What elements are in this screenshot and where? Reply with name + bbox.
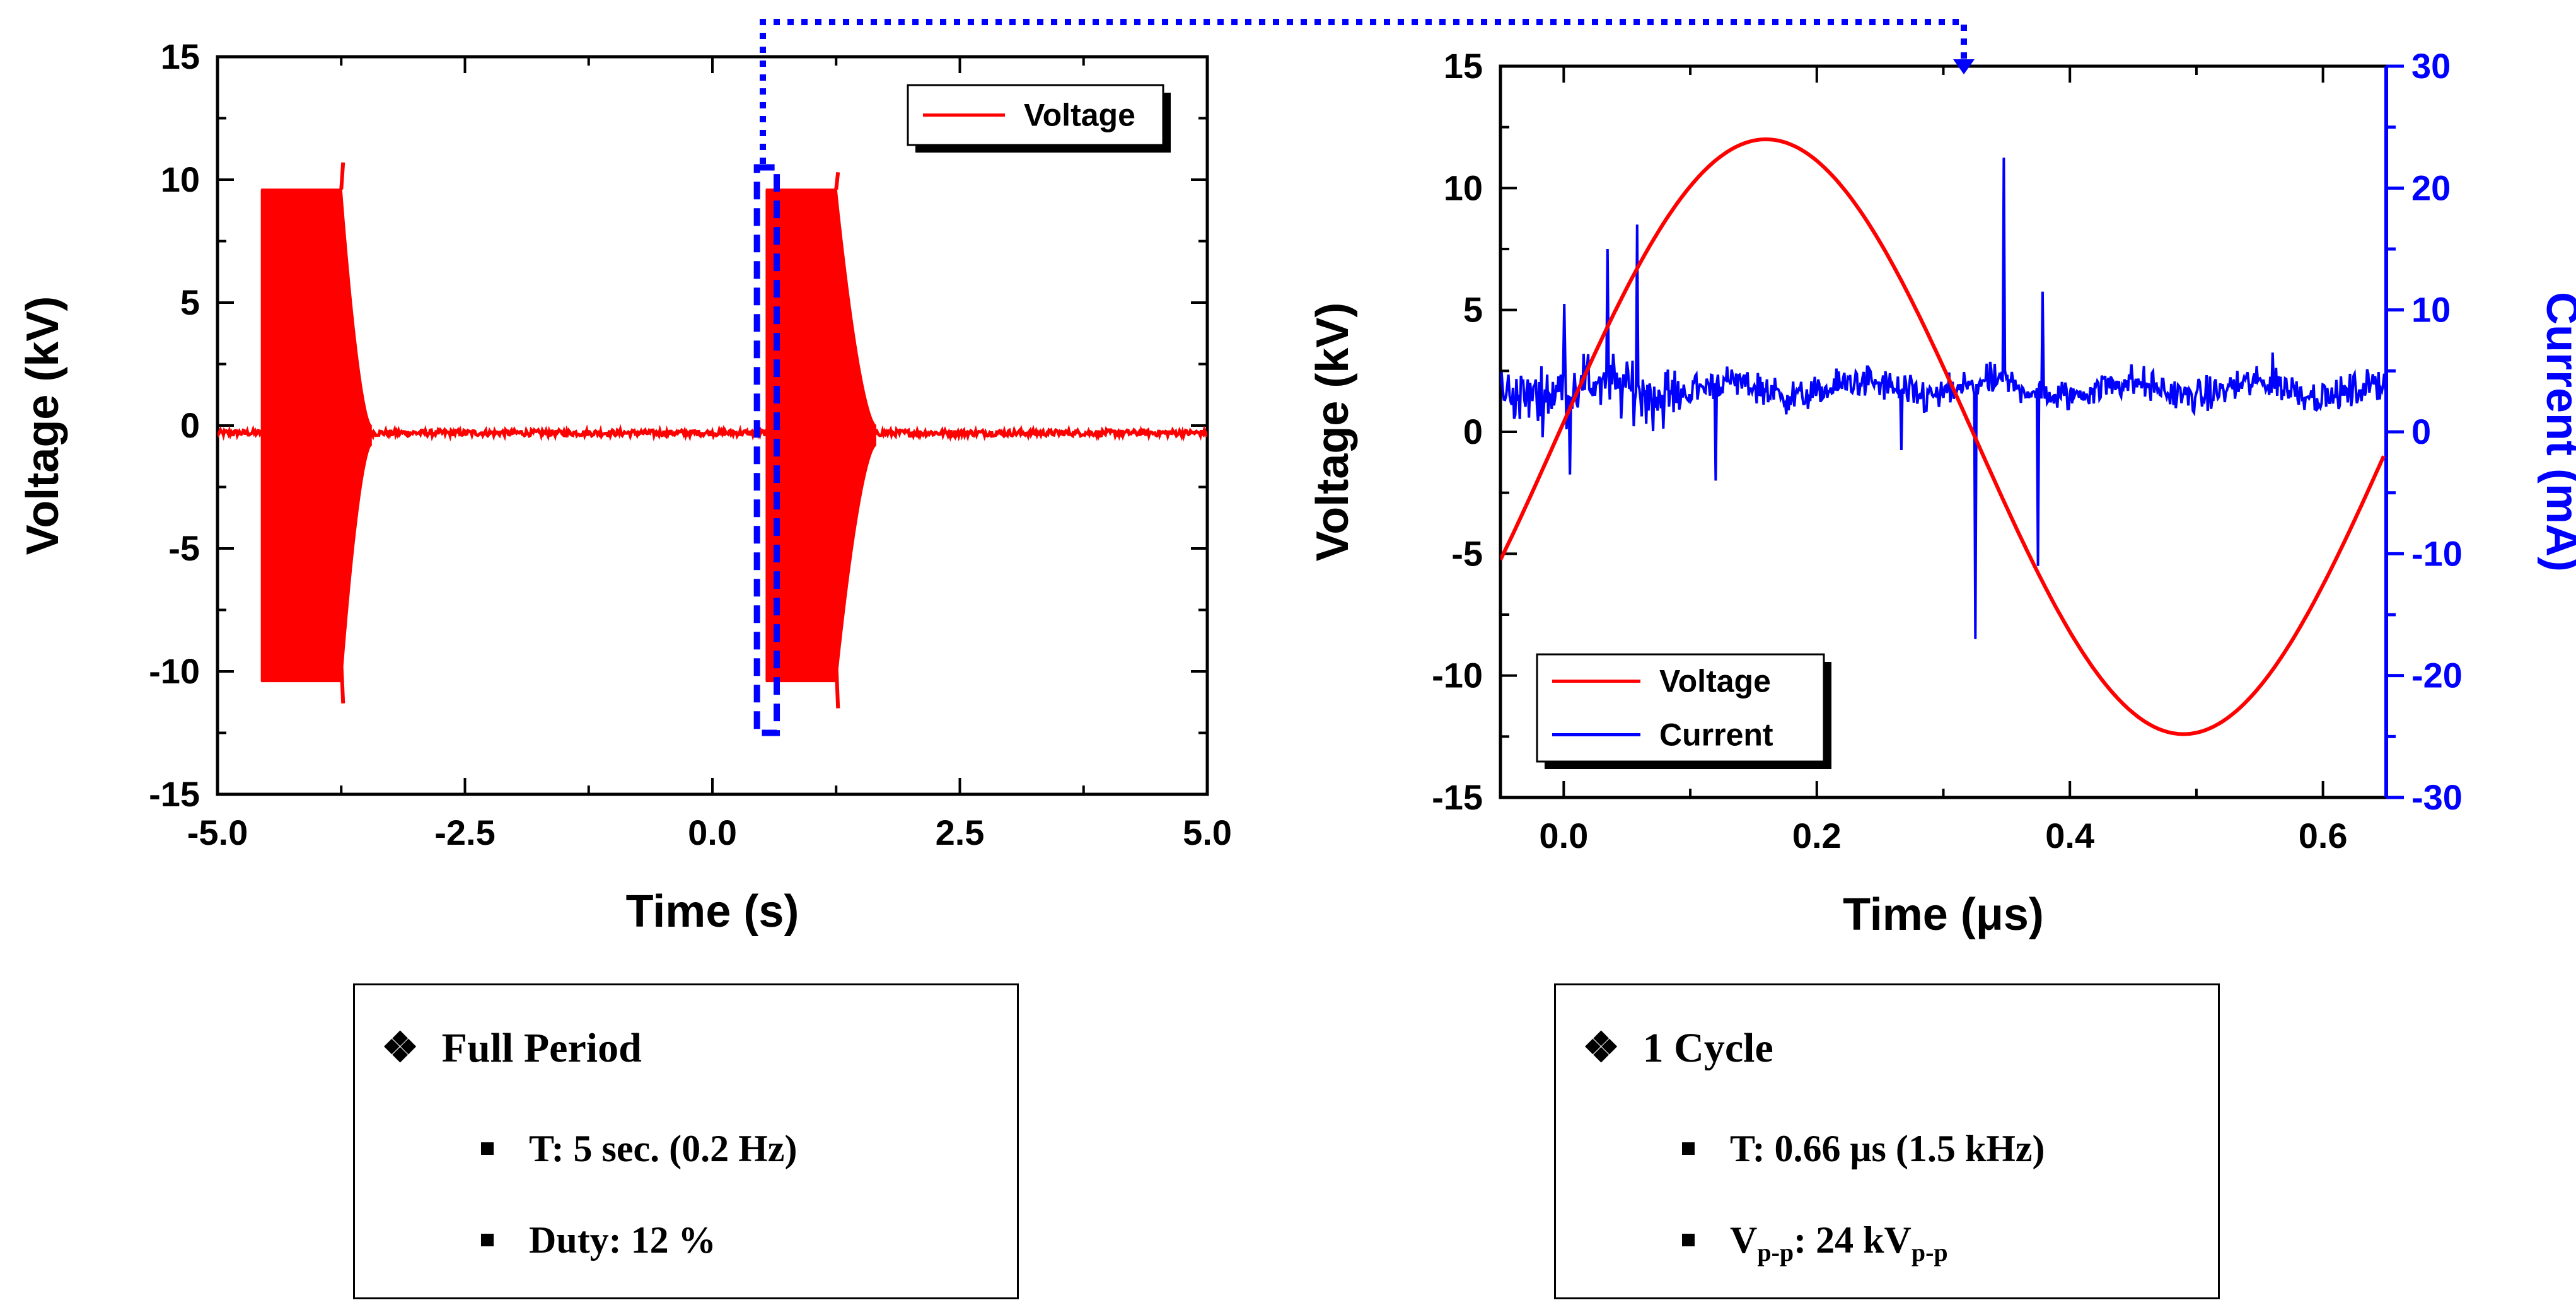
legend-entry-label: Current: [1659, 717, 1773, 753]
current-trace: [1500, 157, 2386, 639]
zoom-connector-line: [760, 19, 1967, 164]
square-bullet-icon: [1682, 1234, 1695, 1247]
y-tick-label: -5: [168, 528, 200, 568]
x-axis-label: Time (s): [626, 886, 799, 937]
x-tick-label: -2.5: [434, 813, 496, 852]
x-tick-label: 2.5: [936, 813, 985, 852]
square-bullet-icon: [481, 1142, 494, 1156]
zoom-highlight-box: [753, 164, 780, 736]
vpp-value: : 24 kV: [1794, 1219, 1912, 1261]
x-axis-label: Time (μs): [1843, 890, 2044, 940]
y2-tick-label: -20: [2411, 656, 2463, 695]
y2-tick-label: 20: [2411, 168, 2451, 207]
y-tick-label: -10: [1432, 656, 1483, 695]
diamond-bullet-icon: ❖: [1582, 1025, 1620, 1071]
x-tick-label: 0.6: [2299, 816, 2348, 855]
voltage-burst-2: [765, 188, 876, 683]
info-box-full-period: ❖ Full Period T: 5 sec. (0.2 Hz) Duty: 1…: [353, 983, 1019, 1299]
y-tick-label: -15: [1432, 777, 1483, 817]
zoom-connector-arrowhead: [1953, 59, 1975, 74]
y-tick-label: 10: [1444, 168, 1483, 207]
square-bullet-icon: [1682, 1142, 1695, 1156]
y2-tick-label: 0: [2411, 412, 2431, 451]
vpp-subscript: p-p: [1757, 1238, 1794, 1267]
square-bullet-icon: [481, 1234, 494, 1247]
y-tick-label: 5: [180, 282, 200, 322]
info-box-item-text: Duty: 12 %: [529, 1219, 716, 1261]
info-box-one-cycle-heading: ❖ 1 Cycle: [1582, 1023, 1773, 1072]
y2-tick-label: -10: [2411, 533, 2463, 573]
legend-entry-label: Voltage: [1659, 664, 1771, 699]
voltage-burst-1: [261, 188, 372, 683]
x-tick-label: 0.0: [688, 813, 737, 852]
plot-area: [218, 162, 1207, 709]
y2-tick-label: 10: [2411, 290, 2451, 330]
voltage-current-cycle-chart: 0.0 0.2 0.4 0.6 -15 -10 -5 0 5 10 15 Time (μs) Volta…: [1308, 46, 2576, 940]
y2-tick-label: 30: [2411, 46, 2451, 86]
y-axis-label: Voltage (kV): [18, 296, 68, 555]
plot-area: [1500, 137, 2386, 736]
voltage-burst-peak: [834, 171, 840, 190]
x-tick-label: -5.0: [187, 813, 248, 852]
info-box-item-text: T: 5 sec. (0.2 Hz): [529, 1128, 798, 1169]
y-tick-label: 0: [1463, 412, 1483, 451]
voltage-burst-peak: [834, 661, 840, 709]
voltage-full-period-chart: -5.0 -2.5 0.0 2.5 5.0 -15 -10 -5 0 5 10 15 Time (s) V…: [18, 37, 1232, 937]
vpp-symbol: V: [1730, 1219, 1758, 1261]
info-box-item-text: T: 0.66 μs (1.5 kHz): [1730, 1128, 2045, 1169]
info-box-item: Vp-p: 24 kVp-p: [1682, 1219, 1948, 1267]
y-tick-label: 5: [1463, 290, 1483, 330]
y-tick-label: 0: [180, 405, 200, 445]
y-tick-label: -15: [149, 774, 200, 814]
x-tick-label: 0.0: [1539, 816, 1588, 855]
voltage-trace: [1500, 137, 2386, 736]
x-tick-label: 0.4: [2045, 816, 2094, 855]
info-box-title: Full Period: [441, 1025, 642, 1071]
info-box-item: T: 5 sec. (0.2 Hz): [481, 1127, 797, 1171]
voltage-burst-peak: [339, 661, 345, 704]
y-tick-label: -10: [149, 651, 200, 691]
info-box-one-cycle: ❖ 1 Cycle T: 0.66 μs (1.5 kHz) Vp-p: 24 …: [1554, 983, 2220, 1299]
info-box-item: Duty: 12 %: [481, 1219, 716, 1262]
y2-axis-label: Current (mA): [2537, 292, 2576, 572]
y2-tick-label: -30: [2411, 777, 2463, 817]
voltage-baseline-trace: [218, 424, 1207, 443]
vpp-unit-subscript: p-p: [1911, 1238, 1948, 1267]
info-box-full-period-heading: ❖ Full Period: [381, 1023, 642, 1072]
y-tick-label: -5: [1451, 533, 1483, 573]
diamond-bullet-icon: ❖: [381, 1025, 419, 1071]
x-tick-label: 0.2: [1792, 816, 1842, 855]
x-tick-label: 5.0: [1183, 813, 1232, 852]
legend-entry-label: Voltage: [1024, 98, 1135, 133]
y-tick-label: 15: [1444, 46, 1483, 86]
info-box-title: 1 Cycle: [1642, 1025, 1773, 1071]
legend-box: [1536, 653, 1825, 763]
voltage-burst-peak: [339, 162, 345, 190]
y-tick-label: 10: [161, 159, 200, 199]
info-box-item: T: 0.66 μs (1.5 kHz): [1682, 1127, 2045, 1171]
y-tick-label: 15: [161, 37, 200, 76]
y-axis-label: Voltage (kV): [1308, 303, 1358, 562]
